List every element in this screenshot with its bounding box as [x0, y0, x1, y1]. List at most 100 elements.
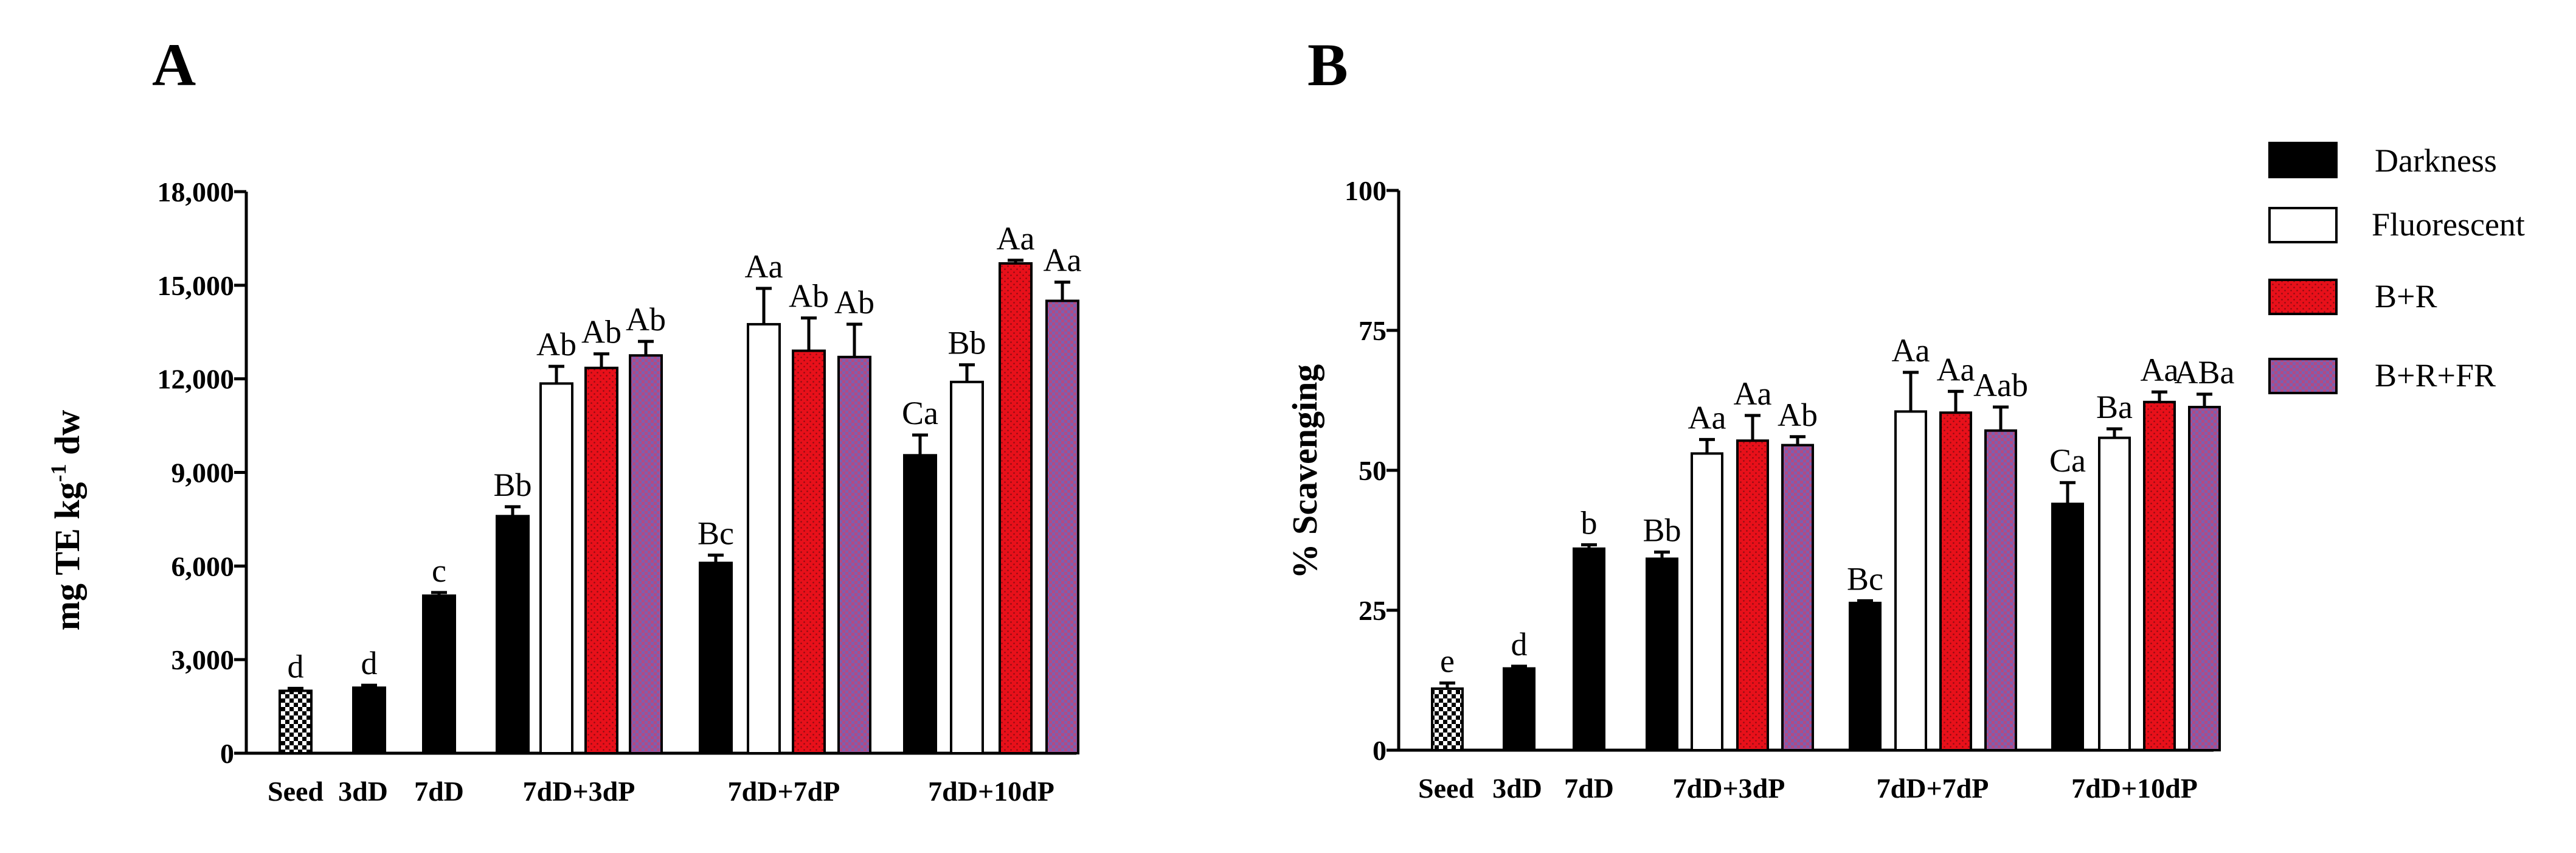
bar-brfr [629, 354, 663, 754]
y-tick-label: 15,000 [158, 270, 235, 301]
x-tick-label: 7dD+10dP [2071, 773, 2198, 804]
bar-br [584, 366, 618, 754]
bar-darkness [496, 515, 530, 754]
significance-label: Aa [2141, 352, 2179, 388]
x-tick-label: 3dD [338, 776, 388, 807]
bar-br [2143, 400, 2176, 751]
x-tick-label: 7dD [414, 776, 464, 807]
bar-darkness [2051, 503, 2084, 751]
y-tick-label: 18,000 [158, 176, 235, 207]
legend-label-fluorescent: Fluorescent [2372, 206, 2525, 243]
significance-label: Ca [902, 395, 938, 431]
panel-a: A mg TE kg-1 dw 0 3,000 6,000 9,000 12,000 15… [46, 31, 1082, 807]
y-axis-label-b: % Scavenging [1285, 364, 1324, 579]
legend-item-darkness: Darkness [2268, 142, 2497, 179]
x-tick-label: 7dD+3dP [1673, 773, 1785, 804]
significance-label: Aa [745, 248, 783, 285]
y-tick-label: 3,000 [171, 644, 235, 675]
x-tick-label: 7dD [1564, 773, 1614, 804]
bar-seed [1431, 687, 1464, 752]
significance-label: Bc [698, 515, 734, 551]
significance-label: Ab [536, 326, 576, 363]
x-tick-label: 7dD+3dP [523, 776, 635, 807]
x-tick-label: 7dD+7dP [728, 776, 840, 807]
significance-label: Ab [581, 314, 621, 350]
significance-label: d [1511, 626, 1528, 663]
legend-item-br: B+R [2268, 278, 2437, 315]
significance-label: Bc [1847, 560, 1883, 597]
bar-br [999, 262, 1033, 754]
significance-label: d [288, 648, 304, 684]
legend-swatch-darkness [2268, 142, 2338, 178]
y-tick-label: 0 [1373, 735, 1387, 766]
bar-fluorescent [2098, 436, 2131, 751]
bar-darkness [1503, 667, 1536, 752]
y-tick-label: 25 [1359, 595, 1387, 626]
bar-darkness [352, 686, 386, 754]
bar-darkness [699, 562, 733, 754]
significance-label: Ab [1778, 397, 1818, 433]
significance-label: c [432, 552, 446, 589]
bar-brfr [1781, 444, 1814, 751]
significance-label: Ca [2049, 442, 2086, 479]
bar-darkness [1573, 547, 1605, 751]
x-tick-label: 7dD+10dP [928, 776, 1054, 807]
bar-darkness [1646, 557, 1678, 751]
bar-fluorescent [747, 322, 781, 754]
significance-label: Aa [997, 220, 1035, 257]
legend-label-br: B+R [2375, 278, 2437, 315]
significance-label: Ba [2096, 389, 2133, 425]
panel-letter-b: B [1307, 31, 1348, 99]
significance-label: Aa [1688, 399, 1726, 436]
bar-brfr [837, 355, 871, 754]
significance-label: Aa [1734, 375, 1772, 412]
panel-letter-a: A [152, 31, 196, 99]
bar-br [792, 349, 826, 754]
y-tick-label: 50 [1359, 455, 1387, 486]
significance-label: d [361, 645, 378, 681]
bar-fluorescent [1894, 410, 1927, 751]
legend: Darkness Fluorescent B+R B+R+FR [2268, 142, 2525, 394]
bar-fluorescent [950, 380, 984, 754]
significance-label: Ab [626, 301, 666, 338]
y-tick-label: 9,000 [171, 458, 235, 489]
legend-swatch-fluorescent [2268, 207, 2338, 243]
significance-label: Aa [1937, 351, 1975, 388]
y-tick-label: 12,000 [158, 364, 235, 395]
bar-brfr [1045, 299, 1079, 754]
y-tick-label: 75 [1359, 315, 1387, 346]
significance-label: Aab [1973, 367, 2028, 403]
bar-darkness [422, 594, 456, 755]
bar-brfr [2188, 406, 2221, 751]
bar-br [1939, 411, 1972, 751]
x-tick-label: 3dD [1492, 773, 1542, 804]
legend-item-fluorescent: Fluorescent [2268, 206, 2525, 243]
bar-darkness [903, 454, 937, 755]
significance-label: Aa [1892, 332, 1930, 369]
bar-fluorescent [1691, 452, 1723, 752]
legend-swatch-br [2268, 279, 2338, 315]
bar-br [1736, 439, 1769, 751]
significance-label: Bb [1643, 512, 1681, 548]
bar-fluorescent [539, 382, 573, 754]
legend-swatch-brfr [2268, 358, 2338, 394]
significance-label: Ab [789, 278, 829, 315]
panel-b: B % Scavenging 0 25 50 75 100 Seed 3dD 7dD 7dD+3… [1285, 31, 2235, 804]
bar-darkness [1849, 602, 1882, 751]
significance-label: Aa [1044, 242, 1082, 279]
significance-label: ABa [2175, 354, 2235, 391]
legend-label-brfr: B+R+FR [2375, 357, 2496, 394]
significance-label: Ab [834, 284, 874, 321]
significance-label: e [1440, 643, 1455, 680]
legend-item-brfr: B+R+FR [2268, 357, 2496, 394]
x-tick-label: Seed [1418, 773, 1474, 804]
y-tick-label: 6,000 [171, 551, 235, 582]
significance-label: b [1581, 504, 1598, 541]
plot-area-a: 0 3,000 6,000 9,000 12,000 15,000 18,000 Seed 3d… [158, 176, 1082, 807]
x-tick-label: 7dD+7dP [1877, 773, 1989, 804]
bar-seed [279, 689, 313, 755]
y-tick-label: 100 [1345, 175, 1387, 206]
plot-area-b: 0 25 50 75 100 Seed 3dD 7dD 7dD+3dP 7dD+7dP 7dD+10… [1345, 175, 2235, 804]
y-tick-label: 0 [220, 738, 234, 769]
y-axis-label-a: mg TE kg-1 dw [46, 410, 87, 631]
